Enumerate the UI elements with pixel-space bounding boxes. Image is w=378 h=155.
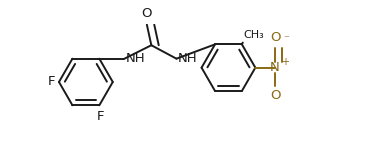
- Text: CH₃: CH₃: [244, 30, 265, 40]
- Text: F: F: [48, 75, 56, 89]
- Text: +: +: [281, 57, 290, 67]
- Text: O: O: [142, 7, 152, 20]
- Text: O: O: [270, 31, 280, 44]
- Text: F: F: [96, 110, 104, 123]
- Text: ⁻: ⁻: [283, 34, 289, 44]
- Text: O: O: [270, 89, 280, 102]
- Text: NH: NH: [177, 52, 197, 65]
- Text: N: N: [270, 61, 280, 74]
- Text: NH: NH: [125, 52, 145, 65]
